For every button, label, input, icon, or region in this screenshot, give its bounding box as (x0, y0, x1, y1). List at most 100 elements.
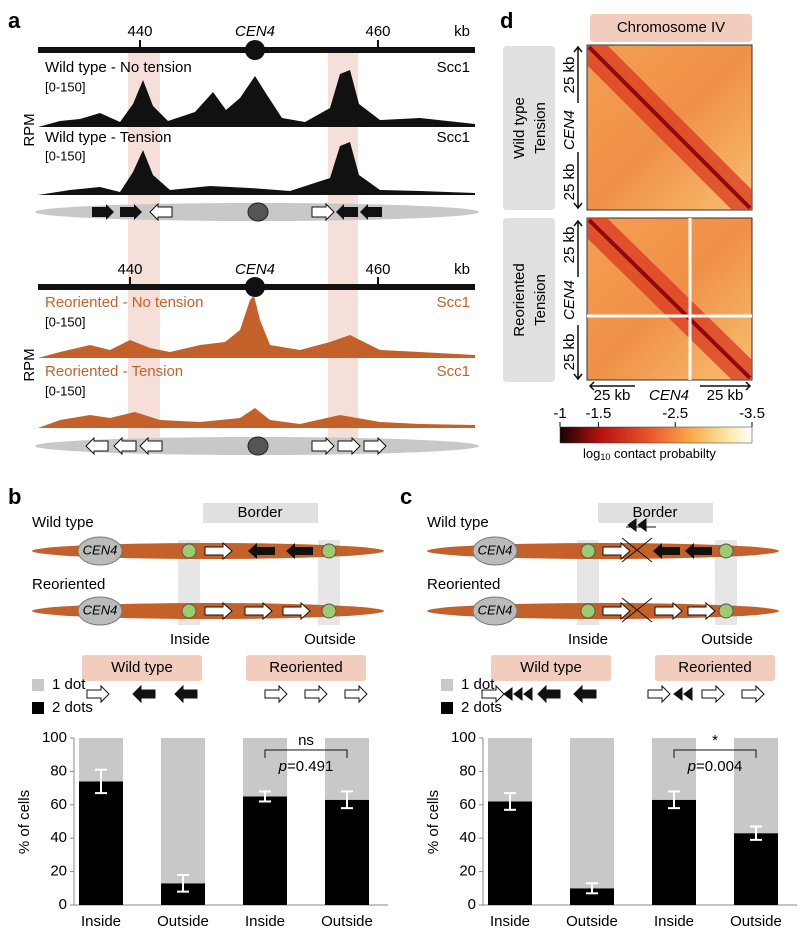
p-symbol: p (687, 758, 696, 775)
arrow (336, 204, 382, 220)
arrow (204, 601, 311, 621)
border-label: Border (237, 504, 282, 521)
centromere (77, 596, 123, 626)
bar-segment (325, 738, 369, 800)
group-label: Reoriented (269, 659, 342, 676)
marker (321, 603, 337, 619)
track-range: [0-150] (45, 383, 85, 398)
ruler-label: 440 (117, 261, 142, 278)
legend-label: 1 dot (461, 676, 495, 693)
group-box (82, 655, 202, 681)
x-tick-label: Inside (245, 913, 285, 930)
panel-a: a 440 CEN4 460 kb Wild type - No tension… (8, 8, 479, 456)
track-name: Reoriented - No tension (45, 294, 203, 311)
track-profile (38, 142, 475, 195)
y-tick-label: 20 (459, 863, 476, 880)
error-bar (504, 792, 516, 811)
panel-b: b Border Wild type Reoriented CEN4 CEN4 … (8, 484, 384, 648)
y-label: RPM (21, 348, 38, 381)
colorbar-label-base: log (583, 446, 600, 461)
x-tick-label: Inside (81, 913, 121, 930)
row-box (503, 46, 555, 210)
arrow (602, 541, 631, 621)
track-range: [0-150] (45, 314, 85, 329)
axis-label: CEN4 (561, 110, 578, 150)
marker (181, 603, 197, 619)
y-tick-label: 60 (50, 796, 67, 813)
bar-segment (325, 799, 369, 905)
arrow (204, 541, 233, 561)
bar-segment (570, 888, 614, 905)
ruler-label: 460 (365, 261, 390, 278)
title: Chromosome IV (617, 19, 725, 36)
y-tick-label: 100 (42, 729, 67, 746)
colorbar-label: log10 contact probabilty (583, 446, 716, 462)
border-label: Border (632, 504, 677, 521)
colorbar (559, 426, 753, 444)
bar-segment (488, 801, 532, 905)
bracket (264, 749, 348, 758)
colorbar-tick-label: -2.5 (662, 405, 688, 422)
bar-segment (79, 781, 123, 905)
bar-segment (570, 738, 614, 889)
row-label: Tension (532, 102, 549, 154)
bar-segment (243, 738, 287, 797)
colorbar-label-sub: 10 (600, 452, 610, 462)
colorbar-tick-label: -1 (553, 405, 566, 422)
centromere-label: CEN4 (478, 542, 513, 557)
marker (718, 543, 734, 559)
centromere-label: CEN4 (478, 602, 513, 617)
panel-label: d (500, 8, 513, 33)
y-tick-label: 0 (468, 896, 476, 913)
heatmap-axis (573, 45, 752, 391)
group-label: Reoriented (678, 659, 751, 676)
track-protein: Scc1 (437, 129, 470, 146)
axis-label: 25 kb (561, 57, 578, 94)
panel-label: c (400, 484, 412, 509)
bar-chart: 0 20 40 60 80 100 % of cells Inside Outside Insid… (425, 655, 797, 930)
y-label: % of cells (425, 790, 442, 854)
bar-segment (652, 799, 696, 905)
row-label: Wild type (427, 514, 489, 531)
region-label: Outside (701, 631, 753, 648)
axis-label: 25 kb (561, 334, 578, 371)
axis-label: 25 kb (561, 227, 578, 264)
x-tick-label: Outside (157, 913, 209, 930)
region (318, 540, 340, 625)
row-label: Wild type (511, 97, 528, 159)
x-tick-label: Inside (490, 913, 530, 930)
track-protein: Scc1 (437, 294, 470, 311)
group-label: Wild type (520, 659, 582, 676)
ruler-unit: kb (454, 23, 470, 40)
p-symbol: p (278, 758, 287, 775)
error-bar (668, 790, 680, 810)
colorbar-tick-label: -1.5 (585, 405, 611, 422)
colorbar-tick-label: -3.5 (739, 405, 765, 422)
bar-segment (488, 738, 532, 802)
panel-label: b (8, 484, 21, 509)
p-value: p=0.491 (278, 758, 334, 775)
track-profile (38, 296, 475, 358)
arrow (85, 436, 163, 456)
legend-swatch (441, 679, 453, 691)
legend-label: 2 dots (52, 699, 93, 716)
track-range: [0-150] (45, 79, 85, 94)
legend-swatch (32, 679, 44, 691)
marker (580, 603, 596, 619)
region-label: Inside (568, 631, 608, 648)
error-bar (586, 882, 598, 895)
arrow (653, 543, 712, 559)
centromere (247, 436, 269, 456)
track-name: Reoriented - Tension (45, 363, 183, 380)
row-label: Tension (532, 274, 549, 326)
arrow (149, 202, 173, 222)
axis-label: 25 kb (594, 387, 631, 404)
p-number: =0.004 (696, 758, 742, 775)
ruler-unit: kb (454, 261, 470, 278)
panel-c: c Border Wild type Reoriented CEN4 CEN4 … (400, 484, 779, 648)
legend-swatch (441, 702, 453, 714)
marker (580, 543, 596, 559)
stat-label: ns (298, 732, 314, 749)
legend-label: 2 dots (461, 699, 502, 716)
